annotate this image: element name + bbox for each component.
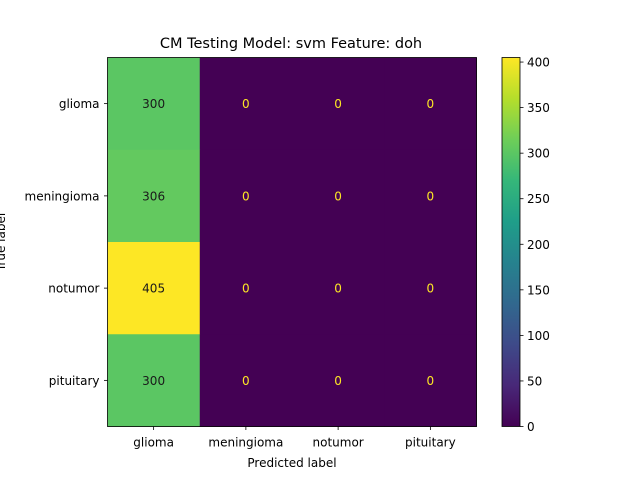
cell-value-label: 300 — [142, 97, 165, 111]
heatmap-cell — [199, 334, 293, 427]
x-axis-label: Predicted label — [247, 456, 336, 470]
x-tick-label: meningioma — [208, 436, 283, 450]
cell-value-label: 300 — [142, 374, 165, 388]
heatmap-cell — [292, 242, 385, 335]
x-tick-label: pituitary — [405, 436, 456, 450]
cell-value-label: 0 — [427, 374, 435, 388]
cell-value-label: 0 — [242, 189, 250, 203]
heatmap-cell-labels: 300 0 0 0 306 0 0 0 405 0 0 0 300 0 0 0 — [142, 97, 434, 388]
heatmap-cell — [384, 57, 477, 151]
colorbar-tick-label: 400 — [527, 56, 550, 70]
heatmap-cell — [199, 242, 293, 335]
colorbar-ticks: 0 50 100 150 200 250 300 350 400 — [520, 56, 550, 434]
heatmap-cell — [107, 149, 201, 243]
y-tick-label: pituitary — [49, 374, 100, 388]
heatmap-cell — [107, 334, 201, 427]
heatmap-cell — [384, 149, 477, 243]
cell-value-label: 0 — [242, 97, 250, 111]
heatmap-cell — [107, 57, 201, 151]
heatmap-cell — [384, 334, 477, 427]
plot-frame — [107, 57, 477, 427]
cell-value-label: 0 — [427, 282, 435, 296]
colorbar-tick-label: 50 — [527, 374, 542, 388]
cell-value-label: 0 — [334, 282, 342, 296]
heatmap-cell — [292, 334, 385, 427]
cell-value-label: 405 — [142, 282, 165, 296]
heatmap-cell — [107, 242, 201, 335]
colorbar-tick-label: 200 — [527, 238, 550, 252]
colorbar — [502, 57, 520, 427]
heatmap-cell — [292, 57, 385, 151]
y-tick-label: meningioma — [25, 189, 100, 203]
heatmap-cell — [199, 57, 293, 151]
cell-value-label: 0 — [427, 97, 435, 111]
cell-value-label: 0 — [427, 189, 435, 203]
colorbar-tick-label: 300 — [527, 147, 550, 161]
y-tick-label: notumor — [48, 282, 99, 296]
x-tick-label: notumor — [313, 436, 364, 450]
colorbar-frame — [501, 57, 521, 427]
colorbar-tick-label: 0 — [527, 420, 535, 434]
chart-title: CM Testing Model: svm Feature: doh — [160, 36, 422, 52]
cell-value-label: 0 — [242, 282, 250, 296]
x-tick-label: glioma — [133, 436, 174, 450]
heatmap-cell — [199, 149, 293, 243]
colorbar-tick-label: 100 — [527, 329, 550, 343]
heatmap-cell — [292, 149, 385, 243]
heatmap-cells — [107, 57, 477, 427]
cell-value-label: 0 — [334, 189, 342, 203]
x-axis-ticks: glioma meningioma notumor pituitary — [133, 426, 456, 450]
colorbar-tick-label: 350 — [527, 101, 550, 115]
y-axis-label: True label — [0, 213, 8, 272]
y-tick-label: glioma — [59, 97, 100, 111]
cell-value-label: 0 — [334, 97, 342, 111]
y-axis-ticks: glioma meningioma notumor pituitary — [25, 97, 108, 388]
cell-value-label: 306 — [142, 189, 165, 203]
cell-value-label: 0 — [334, 374, 342, 388]
colorbar-tick-label: 150 — [527, 283, 550, 297]
cell-value-label: 0 — [242, 374, 250, 388]
heatmap-cell — [384, 242, 477, 335]
colorbar-tick-label: 250 — [527, 192, 550, 206]
